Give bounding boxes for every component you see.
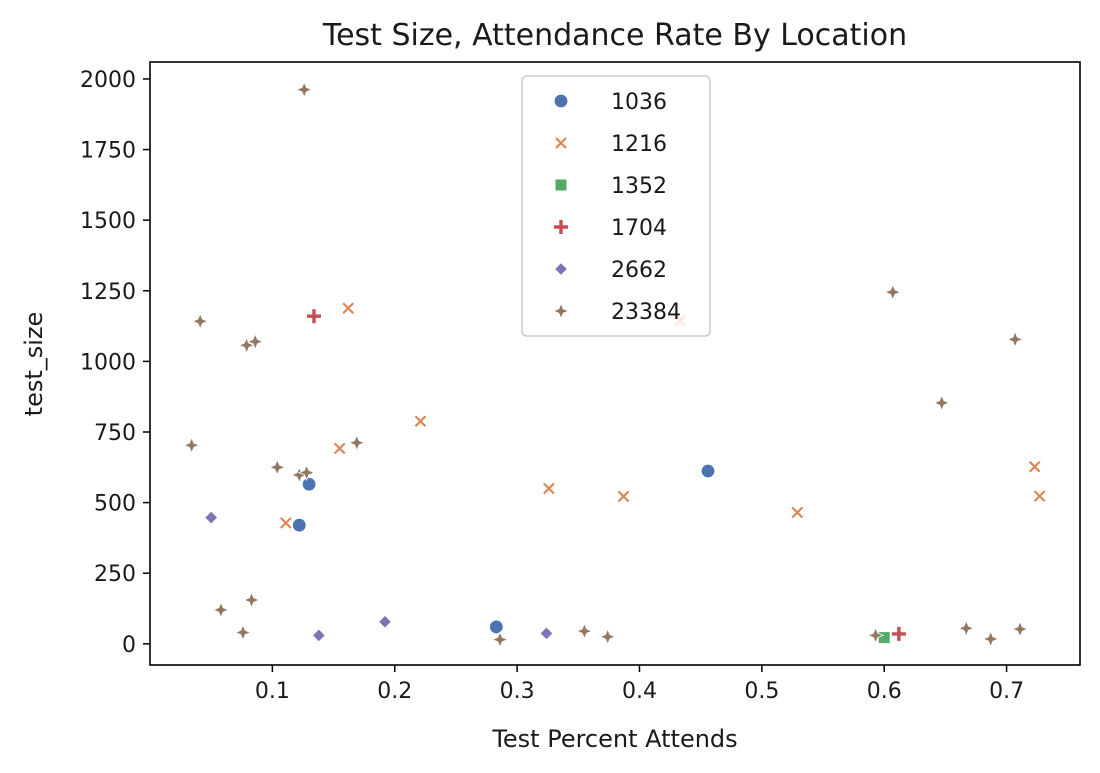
data-point-1216-4 (541, 481, 557, 496)
y-axis-ticks: 0 250 500 750 1000 1250 1500 1750 2000 (80, 68, 150, 658)
x-axis-label: Test Percent Attends (491, 725, 737, 753)
x-tick-label: 0.7 (989, 679, 1024, 704)
data-point-23384-10 (243, 591, 261, 609)
legend-box (521, 75, 711, 337)
data-point-23384-7 (298, 464, 316, 482)
data-point-23384-13 (575, 622, 593, 640)
legend-label-1036: 1036 (611, 90, 667, 115)
legend-label-1216: 1216 (611, 132, 667, 157)
data-point-23384-11 (234, 623, 252, 642)
data-point-23384-2 (238, 336, 256, 354)
data-point-1216-2 (332, 441, 347, 456)
y-tick-label: 500 (94, 492, 136, 517)
data-point-23384-3 (246, 333, 264, 351)
data-point-1352-0 (877, 631, 891, 645)
data-point-1036-3 (700, 463, 716, 479)
legend-label-2662: 2662 (611, 258, 667, 283)
x-tick-label: 0.3 (500, 679, 535, 704)
data-point-2662-3 (539, 626, 554, 641)
data-point-1704-1 (890, 625, 907, 642)
data-points (183, 81, 1047, 649)
legend-marker-1036 (553, 93, 569, 109)
y-axis-label: test_size (20, 312, 48, 417)
data-point-23384-8 (348, 434, 366, 452)
legend-label-1352: 1352 (611, 174, 667, 199)
y-tick-label: 250 (94, 562, 136, 587)
data-point-1216-1 (413, 414, 428, 429)
chart-title: Test Size, Attendance Rate By Location (322, 18, 907, 53)
legend-marker-23384 (552, 302, 570, 320)
legend-marker-2662 (553, 261, 569, 277)
legend-marker-1216 (553, 135, 569, 151)
data-point-23384-21 (1011, 620, 1029, 638)
y-tick-label: 2000 (80, 68, 136, 93)
data-point-23384-17 (1006, 330, 1024, 348)
x-tick-label: 0.2 (377, 679, 412, 704)
data-point-23384-18 (867, 626, 885, 644)
data-point-23384-12 (491, 631, 509, 649)
data-point-1036-1 (301, 476, 317, 492)
plot-area-frame (149, 61, 1081, 666)
data-point-1216-6 (790, 505, 805, 520)
data-point-1216-5 (616, 489, 631, 504)
data-point-1036-2 (488, 619, 504, 635)
data-point-23384-4 (183, 436, 201, 454)
y-tick-label: 1000 (80, 350, 136, 375)
y-tick-label: 1250 (80, 280, 136, 305)
data-point-23384-14 (599, 628, 617, 646)
y-tick-label: 750 (94, 421, 136, 446)
x-tick-label: 0.4 (622, 679, 657, 704)
data-point-1036-0 (291, 517, 307, 533)
data-point-2662-0 (203, 510, 219, 525)
y-tick-label: 1750 (80, 139, 136, 164)
legend-marker-1352 (554, 178, 568, 192)
legend-label-23384: 23384 (611, 300, 681, 325)
x-tick-label: 0.5 (744, 679, 779, 704)
data-point-1216-0 (341, 301, 356, 316)
x-axis-ticks: 0.1 0.2 0.3 0.4 0.5 0.6 0.7 (255, 665, 1024, 704)
data-point-23384-5 (268, 458, 286, 476)
x-tick-label: 0.1 (255, 679, 290, 704)
data-point-2662-1 (311, 628, 327, 643)
legend-marker-1704 (553, 219, 569, 235)
y-tick-label: 0 (122, 633, 136, 658)
data-point-2662-2 (377, 614, 393, 629)
data-point-1704-0 (305, 308, 322, 325)
data-point-23384-9 (212, 601, 230, 619)
data-point-23384-0 (295, 81, 313, 99)
legend: 1036 1216 1352 1704 2662 23384 (521, 75, 711, 337)
data-point-23384-1 (191, 312, 209, 330)
x-tick-label: 0.6 (867, 679, 902, 704)
data-point-23384-20 (982, 630, 1000, 648)
data-point-23384-15 (884, 283, 902, 301)
data-point-1216-3 (278, 515, 294, 531)
data-point-23384-16 (933, 394, 951, 412)
data-point-1216-8 (1027, 459, 1042, 474)
data-point-1216-9 (1032, 488, 1047, 504)
legend-label-1704: 1704 (611, 216, 667, 241)
data-point-23384-19 (957, 619, 975, 637)
y-tick-label: 1500 (80, 209, 136, 234)
